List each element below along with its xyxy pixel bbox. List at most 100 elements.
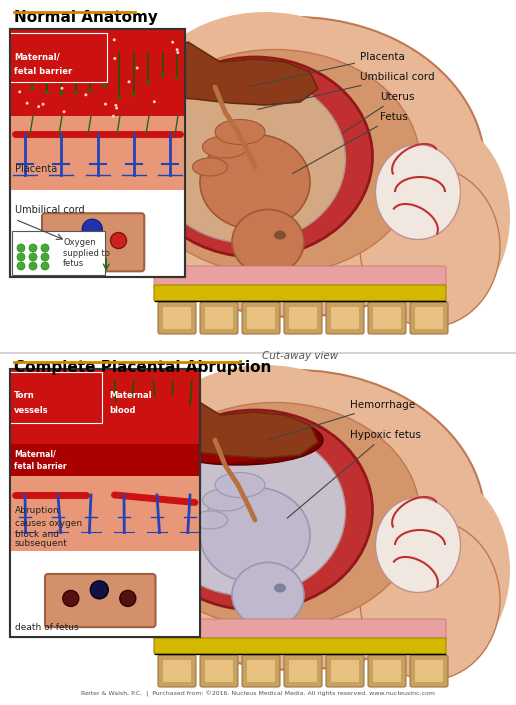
- Ellipse shape: [350, 470, 510, 670]
- FancyBboxPatch shape: [242, 655, 280, 687]
- Ellipse shape: [135, 365, 395, 575]
- Circle shape: [45, 74, 47, 77]
- Circle shape: [88, 74, 92, 78]
- FancyBboxPatch shape: [200, 655, 238, 687]
- FancyBboxPatch shape: [410, 302, 448, 334]
- FancyBboxPatch shape: [9, 372, 102, 422]
- Ellipse shape: [360, 167, 500, 327]
- Text: Complete Placental Abruption: Complete Placental Abruption: [14, 360, 271, 375]
- Ellipse shape: [232, 563, 304, 627]
- Circle shape: [62, 73, 66, 76]
- Ellipse shape: [376, 145, 460, 240]
- FancyBboxPatch shape: [242, 302, 280, 334]
- Polygon shape: [148, 42, 318, 105]
- Circle shape: [21, 43, 23, 46]
- Ellipse shape: [215, 472, 265, 498]
- FancyBboxPatch shape: [205, 660, 233, 682]
- FancyBboxPatch shape: [10, 476, 200, 551]
- Ellipse shape: [202, 489, 248, 511]
- FancyBboxPatch shape: [326, 302, 364, 334]
- Text: Maternal/: Maternal/: [14, 449, 56, 458]
- Circle shape: [29, 253, 37, 261]
- FancyBboxPatch shape: [158, 655, 196, 687]
- Circle shape: [29, 244, 37, 252]
- Ellipse shape: [135, 12, 395, 222]
- FancyBboxPatch shape: [10, 116, 185, 190]
- Ellipse shape: [360, 520, 500, 680]
- Circle shape: [63, 590, 79, 606]
- FancyBboxPatch shape: [368, 302, 406, 334]
- Circle shape: [60, 87, 63, 90]
- FancyBboxPatch shape: [284, 302, 322, 334]
- Circle shape: [22, 36, 25, 39]
- Text: subsequent: subsequent: [15, 539, 68, 548]
- FancyBboxPatch shape: [331, 660, 359, 682]
- Text: Hypoxic fetus: Hypoxic fetus: [287, 430, 421, 518]
- FancyBboxPatch shape: [42, 213, 144, 271]
- FancyBboxPatch shape: [289, 307, 317, 329]
- FancyBboxPatch shape: [205, 307, 233, 329]
- Ellipse shape: [274, 584, 286, 592]
- Circle shape: [103, 80, 107, 83]
- Text: Maternal/: Maternal/: [14, 53, 60, 62]
- FancyBboxPatch shape: [415, 660, 443, 682]
- FancyBboxPatch shape: [247, 660, 275, 682]
- FancyBboxPatch shape: [154, 619, 446, 641]
- FancyBboxPatch shape: [45, 574, 155, 627]
- Text: vessels: vessels: [14, 406, 49, 415]
- Circle shape: [136, 66, 139, 70]
- Circle shape: [17, 244, 25, 252]
- FancyBboxPatch shape: [10, 29, 185, 123]
- FancyBboxPatch shape: [368, 655, 406, 687]
- Text: fetus: fetus: [63, 259, 84, 268]
- Ellipse shape: [192, 158, 228, 176]
- Circle shape: [17, 39, 20, 42]
- Text: Placenta: Placenta: [15, 164, 57, 174]
- FancyBboxPatch shape: [10, 444, 200, 476]
- Text: Placenta: Placenta: [251, 52, 405, 87]
- FancyBboxPatch shape: [289, 660, 317, 682]
- Circle shape: [110, 233, 126, 249]
- Circle shape: [117, 76, 121, 80]
- Circle shape: [29, 262, 37, 270]
- Text: Umbilical cord: Umbilical cord: [15, 205, 85, 215]
- Ellipse shape: [105, 17, 485, 317]
- Polygon shape: [148, 395, 318, 458]
- Circle shape: [62, 110, 66, 114]
- Circle shape: [41, 244, 49, 252]
- Circle shape: [132, 80, 136, 85]
- Ellipse shape: [350, 117, 510, 317]
- Circle shape: [175, 82, 179, 87]
- Text: blood: blood: [109, 406, 135, 415]
- Circle shape: [37, 105, 40, 108]
- Circle shape: [42, 103, 44, 106]
- Text: causes oxygen: causes oxygen: [15, 519, 82, 528]
- Circle shape: [114, 57, 116, 60]
- FancyBboxPatch shape: [154, 638, 446, 654]
- Ellipse shape: [274, 231, 286, 240]
- Circle shape: [59, 89, 63, 93]
- FancyBboxPatch shape: [154, 266, 446, 288]
- Circle shape: [82, 219, 102, 239]
- FancyBboxPatch shape: [373, 660, 401, 682]
- FancyBboxPatch shape: [154, 285, 446, 301]
- Circle shape: [74, 36, 77, 39]
- Circle shape: [17, 262, 25, 270]
- Circle shape: [88, 50, 91, 54]
- Circle shape: [16, 93, 20, 97]
- Circle shape: [171, 41, 174, 44]
- FancyBboxPatch shape: [326, 655, 364, 687]
- Ellipse shape: [200, 135, 310, 230]
- Circle shape: [26, 102, 28, 104]
- Ellipse shape: [192, 511, 228, 529]
- Ellipse shape: [232, 209, 304, 274]
- Circle shape: [17, 253, 25, 261]
- Circle shape: [146, 75, 150, 78]
- Circle shape: [41, 262, 49, 270]
- Circle shape: [115, 104, 118, 107]
- FancyBboxPatch shape: [12, 231, 105, 275]
- Ellipse shape: [215, 120, 265, 145]
- FancyBboxPatch shape: [9, 32, 107, 82]
- Ellipse shape: [137, 57, 373, 257]
- Text: Uterus: Uterus: [342, 92, 414, 133]
